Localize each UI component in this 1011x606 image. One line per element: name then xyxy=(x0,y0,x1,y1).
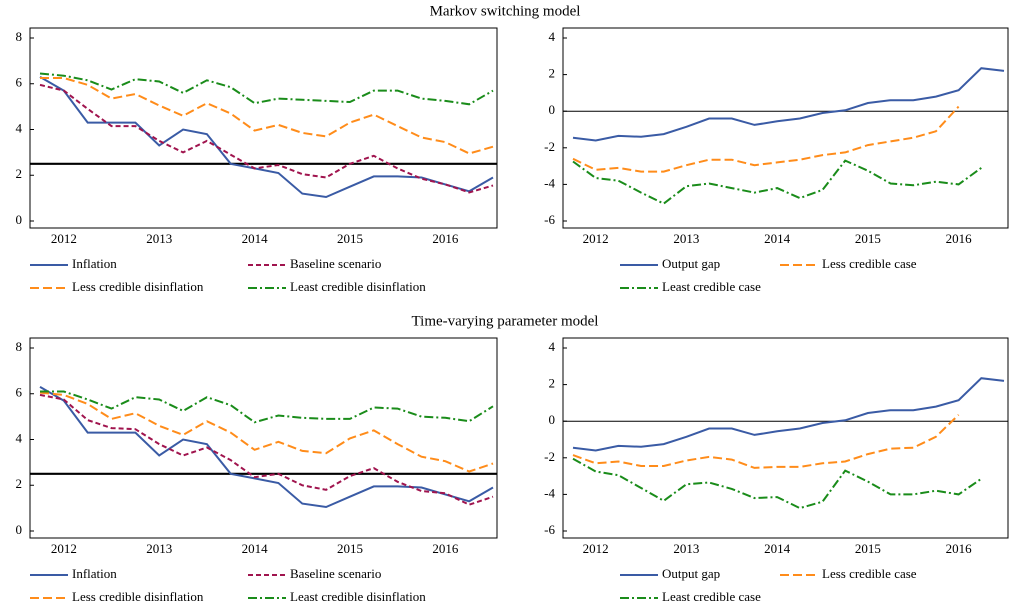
series-line xyxy=(572,457,982,510)
series-line xyxy=(40,77,494,155)
x-tick-label: 2013 xyxy=(673,231,699,246)
legend-label: Inflation xyxy=(72,566,117,581)
legend-label: Output gap xyxy=(662,256,720,271)
series-line xyxy=(39,393,494,506)
x-tick-label: 2014 xyxy=(242,541,269,556)
x-tick-label: 2012 xyxy=(583,231,609,246)
y-tick-label: 0 xyxy=(16,212,23,227)
y-tick-label: 4 xyxy=(549,29,556,44)
legend-label: Baseline scenario xyxy=(290,256,381,271)
series-line xyxy=(39,83,494,194)
x-tick-label: 2015 xyxy=(337,541,363,556)
y-tick-label: -6 xyxy=(544,522,555,537)
y-tick-label: 0 xyxy=(549,102,556,117)
legend-label: Less credible disinflation xyxy=(72,589,204,604)
x-tick-label: 2014 xyxy=(242,231,269,246)
series-line xyxy=(572,414,960,469)
y-tick-label: 4 xyxy=(549,339,556,354)
plot-frame xyxy=(29,27,498,229)
legend-label: Least credible case xyxy=(662,279,761,294)
y-tick-label: 8 xyxy=(16,339,23,354)
x-tick-label: 2013 xyxy=(146,541,172,556)
y-tick-label: 6 xyxy=(16,75,23,90)
legend-label: Less credible case xyxy=(822,256,917,271)
y-tick-label: -4 xyxy=(544,175,555,190)
y-tick-label: 2 xyxy=(549,66,556,81)
series-line xyxy=(39,386,494,509)
legend-label: Less credible case xyxy=(822,566,917,581)
series-line xyxy=(39,391,494,473)
legend-label: Inflation xyxy=(72,256,117,271)
plot-frame xyxy=(562,27,1009,229)
x-tick-label: 2012 xyxy=(51,541,77,556)
legend-label: Baseline scenario xyxy=(290,566,381,581)
y-tick-label: -2 xyxy=(544,449,555,464)
series-line xyxy=(40,390,494,424)
x-tick-label: 2014 xyxy=(764,231,791,246)
x-tick-label: 2012 xyxy=(583,541,609,556)
y-tick-label: 0 xyxy=(549,412,556,427)
legend-label: Least credible case xyxy=(662,589,761,604)
y-tick-label: -4 xyxy=(544,485,555,500)
y-tick-label: -6 xyxy=(544,212,555,227)
y-tick-label: 6 xyxy=(16,385,23,400)
x-tick-label: 2012 xyxy=(51,231,77,246)
series-line xyxy=(39,72,494,106)
x-tick-label: 2014 xyxy=(764,541,791,556)
plot-frame xyxy=(562,337,1009,539)
y-tick-label: 2 xyxy=(549,376,556,391)
y-tick-label: 0 xyxy=(16,522,23,537)
y-tick-label: 8 xyxy=(16,29,23,44)
series-line xyxy=(572,377,1005,452)
y-tick-label: 2 xyxy=(16,476,23,491)
x-tick-label: 2013 xyxy=(146,231,172,246)
y-tick-label: 2 xyxy=(16,166,23,181)
section-title: Markov switching model xyxy=(430,3,581,19)
legend-label: Output gap xyxy=(662,566,720,581)
x-tick-label: 2015 xyxy=(855,541,881,556)
series-line xyxy=(572,67,1005,142)
legend-label: Least credible disinflation xyxy=(290,279,426,294)
x-tick-label: 2016 xyxy=(432,231,459,246)
x-tick-label: 2015 xyxy=(337,231,363,246)
series-line xyxy=(572,159,982,205)
legend-label: Less credible disinflation xyxy=(72,279,204,294)
y-tick-label: 4 xyxy=(16,430,23,445)
section-title: Time-varying parameter model xyxy=(412,313,599,329)
x-tick-label: 2015 xyxy=(855,231,881,246)
y-tick-label: 4 xyxy=(16,120,23,135)
plot-frame xyxy=(29,337,498,539)
x-tick-label: 2013 xyxy=(673,541,699,556)
x-tick-label: 2016 xyxy=(946,541,973,556)
x-tick-label: 2016 xyxy=(946,231,973,246)
legend-label: Least credible disinflation xyxy=(290,589,426,604)
x-tick-label: 2016 xyxy=(432,541,459,556)
series-line xyxy=(572,105,960,173)
y-tick-label: -2 xyxy=(544,139,555,154)
